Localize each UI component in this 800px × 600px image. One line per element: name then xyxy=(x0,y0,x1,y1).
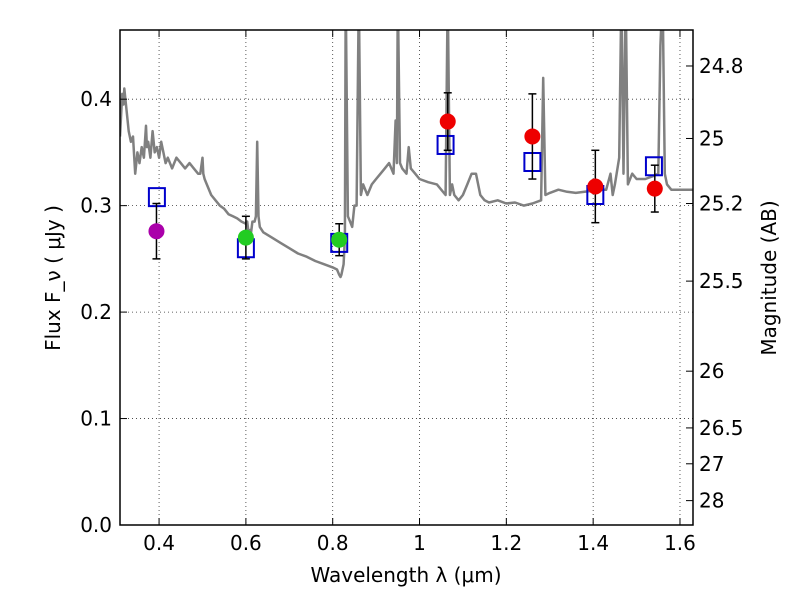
y-tick-label: 0.4 xyxy=(80,87,112,111)
grid xyxy=(120,30,693,526)
right-tick-label: 25.2 xyxy=(699,192,744,216)
x-tick-label: 1.4 xyxy=(577,531,609,555)
y-tick-label: 0.0 xyxy=(80,513,112,537)
right-tick-label: 24.8 xyxy=(699,54,744,78)
x-tick-label: 0.4 xyxy=(143,531,175,555)
y-tick-label: 0.2 xyxy=(80,300,112,324)
right-tick-label: 27 xyxy=(699,452,724,476)
y-tick-label: 0.3 xyxy=(80,194,112,218)
observed-point xyxy=(524,128,541,145)
x-tick-label: 0.8 xyxy=(317,531,349,555)
observed-point xyxy=(331,231,348,248)
plot-area xyxy=(120,30,693,279)
observed-point xyxy=(587,178,604,195)
x-axis-title: Wavelength λ (μm) xyxy=(310,563,501,587)
x-tick-label: 0.6 xyxy=(230,531,262,555)
y-axis-title: Flux F_ν ( μJy ) xyxy=(41,205,65,351)
right-axis-title: Magnitude (AB) xyxy=(757,200,781,355)
observed-point xyxy=(148,223,165,240)
x-tick-label: 1.2 xyxy=(490,531,522,555)
right-tick-label: 26.5 xyxy=(699,416,744,440)
y-tick-label: 0.1 xyxy=(80,407,112,431)
right-tick-label: 25.5 xyxy=(699,269,744,293)
spectrum-line xyxy=(120,30,693,279)
x-tick-label: 1.6 xyxy=(664,531,696,555)
x-tick-label: 1 xyxy=(413,531,426,555)
right-tick-label: 28 xyxy=(699,489,724,513)
plot-frame xyxy=(119,29,694,526)
observed-point xyxy=(237,229,254,246)
model-point xyxy=(436,134,455,155)
axes-ticks: 0.4 0.6 0.8 1 1.2 1.4 1.6 0.0 0.1 0.2 0.3 0.4 24.8 25… xyxy=(80,30,744,555)
right-tick-label: 25 xyxy=(699,126,724,150)
model-point xyxy=(644,156,663,177)
observed-point xyxy=(646,180,663,197)
right-tick-label: 26 xyxy=(699,359,724,383)
observed-point xyxy=(439,113,456,130)
